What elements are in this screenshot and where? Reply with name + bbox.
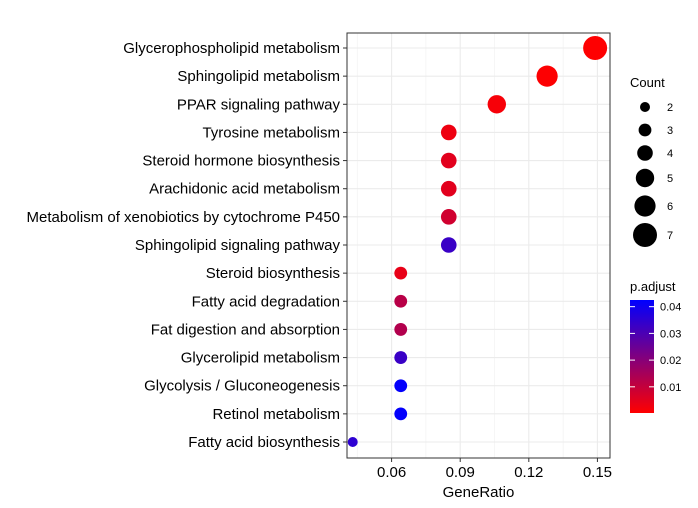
y-tick-label: Metabolism of xenobiotics by cytochrome … <box>27 209 340 226</box>
color-legend-label: 0.01 <box>660 382 681 394</box>
size-legend-label: 7 <box>667 230 673 242</box>
y-tick-label: Glycerolipid metabolism <box>181 350 340 367</box>
data-points <box>347 36 608 447</box>
data-point <box>440 152 457 169</box>
x-axis-title: GeneRatio <box>443 484 515 501</box>
y-tick-label: Sphingolipid metabolism <box>177 68 340 85</box>
y-tick-label: Steroid biosynthesis <box>206 265 340 282</box>
size-legend-key <box>638 123 652 137</box>
data-point <box>394 294 408 308</box>
y-tick-label: Arachidonic acid metabolism <box>149 181 340 198</box>
color-legend-label: 0.03 <box>660 328 681 340</box>
data-point <box>394 379 408 393</box>
color-legend-ticks: 0.01 0.02 0.03 0.04 <box>630 302 681 394</box>
size-legend-label: 2 <box>667 102 673 114</box>
x-axis: 0.06 0.09 0.12 0.15 <box>377 458 612 481</box>
size-legend-label: 5 <box>667 173 673 185</box>
y-tick-label: Fatty acid degradation <box>192 293 340 310</box>
data-point <box>583 36 608 60</box>
size-legend-label: 3 <box>667 125 673 137</box>
size-legend-title: Count <box>630 75 665 90</box>
y-tick-label: Fatty acid biosynthesis <box>188 434 340 451</box>
y-tick-label: Steroid hormone biosynthesis <box>142 153 340 170</box>
y-tick-label: Tyrosine metabolism <box>202 124 340 141</box>
size-legend: 2 3 4 5 6 7 <box>633 102 673 247</box>
color-legend-label: 0.02 <box>660 355 681 367</box>
color-legend-title: p.adjust <box>630 279 676 294</box>
size-legend-key <box>635 168 655 188</box>
x-tick-label: 0.09 <box>446 464 475 481</box>
size-legend-key <box>633 223 657 247</box>
data-point <box>440 237 457 253</box>
color-legend-bar <box>630 300 654 413</box>
y-axis: Glycerophospholipid metabolism Sphingolip… <box>27 40 347 451</box>
major-gridlines <box>347 33 610 458</box>
y-tick-label: Fat digestion and absorption <box>151 321 340 338</box>
x-tick-label: 0.06 <box>377 464 406 481</box>
size-legend-label: 4 <box>667 148 673 160</box>
x-tick-label: 0.12 <box>514 464 543 481</box>
x-tick-label: 0.15 <box>583 464 612 481</box>
size-legend-key <box>637 145 653 161</box>
data-point <box>440 180 457 197</box>
size-legend-key <box>634 195 656 217</box>
data-point <box>440 209 457 225</box>
data-point <box>394 351 408 364</box>
data-point <box>347 437 358 447</box>
data-point <box>487 95 506 114</box>
size-legend-key <box>640 102 650 112</box>
y-tick-label: PPAR signaling pathway <box>177 96 341 113</box>
size-legend-label: 6 <box>667 201 673 213</box>
color-legend-label: 0.04 <box>660 302 681 314</box>
y-tick-label: Sphingolipid signaling pathway <box>135 237 341 254</box>
data-point <box>394 266 408 280</box>
y-tick-label: Retinol metabolism <box>212 406 340 423</box>
y-tick-label: Glycerophospholipid metabolism <box>123 40 340 57</box>
data-point <box>440 124 457 141</box>
data-point <box>394 323 408 336</box>
data-point <box>394 407 408 421</box>
y-tick-label: Glycolysis / Gluconeogenesis <box>144 378 340 395</box>
data-point <box>536 65 558 87</box>
